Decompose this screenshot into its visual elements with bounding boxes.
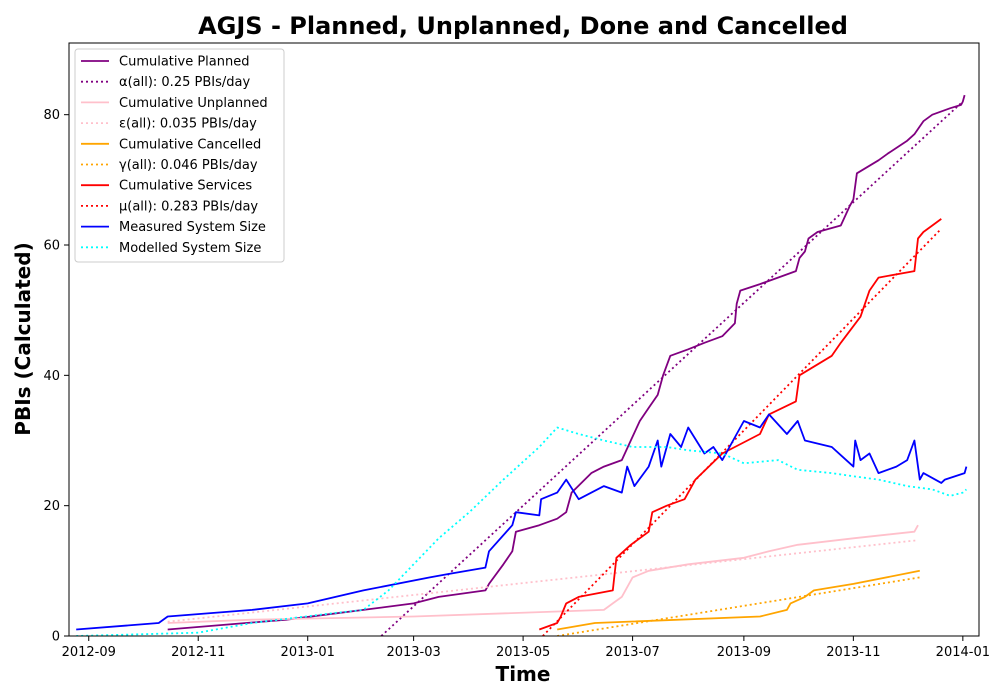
series-line-all-0-25-pbis-day [380,100,964,636]
x-tick-label: 2013-07 [605,645,659,660]
x-tick-label: 2013-03 [386,645,440,660]
series-line-measured-system-size [76,413,968,631]
series-line-all-0-035-pbis-day [167,539,919,623]
x-tick-label: 2012-11 [171,645,225,660]
series-line-modelled-system-size [76,426,967,636]
series-line-cumulative-planned [167,94,966,631]
ticks-layer: 2012-09 2012-11 2013-01 2013-03 2013-05 2013-… [43,108,990,660]
x-tick-label: 2014-01 [936,645,990,660]
legend-label: ε(all): 0.035 PBIs/day [119,117,257,132]
x-tick-label: 2013-01 [281,645,335,660]
series-line-all-0-046-pbis-day [557,576,920,636]
y-tick-label: 40 [43,369,60,384]
y-tick-label: 60 [43,239,60,254]
chart-title: AGJS - Planned, Unplanned, Done and Canc… [198,12,848,40]
series-line-cumulative-unplanned [167,524,919,624]
legend-label: Cumulative Planned [119,55,249,70]
series-line-cumulative-cancelled [557,569,920,631]
x-axis-label: Time [496,662,551,686]
legend: Cumulative Planned α(all): 0.25 PBIs/day C… [74,48,285,263]
x-tick-label: 2012-09 [62,645,116,660]
x-tick-label: 2013-09 [717,645,771,660]
series-line-cumulative-services [538,218,942,631]
y-tick-label: 80 [43,108,60,123]
legend-box [74,48,285,263]
plot-frame [68,42,980,637]
y-tick-label: 20 [43,499,60,514]
legend-label: Measured System Size [119,220,266,235]
legend-label: γ(all): 0.046 PBIs/day [119,158,258,173]
legend-label: α(all): 0.25 PBIs/day [119,75,250,90]
series-layer [76,94,968,636]
legend-label: μ(all): 0.283 PBIs/day [119,199,258,214]
legend-label: Cumulative Services [119,179,252,194]
y-tick-label: 0 [52,630,60,645]
legend-label: Cumulative Cancelled [119,137,261,152]
y-axis-label: PBIs (Calculated) [11,242,35,435]
legend-label: Modelled System Size [119,241,261,256]
x-tick-label: 2013-05 [496,645,550,660]
x-tick-label: 2013-11 [826,645,880,660]
legend-label: Cumulative Unplanned [119,96,268,111]
